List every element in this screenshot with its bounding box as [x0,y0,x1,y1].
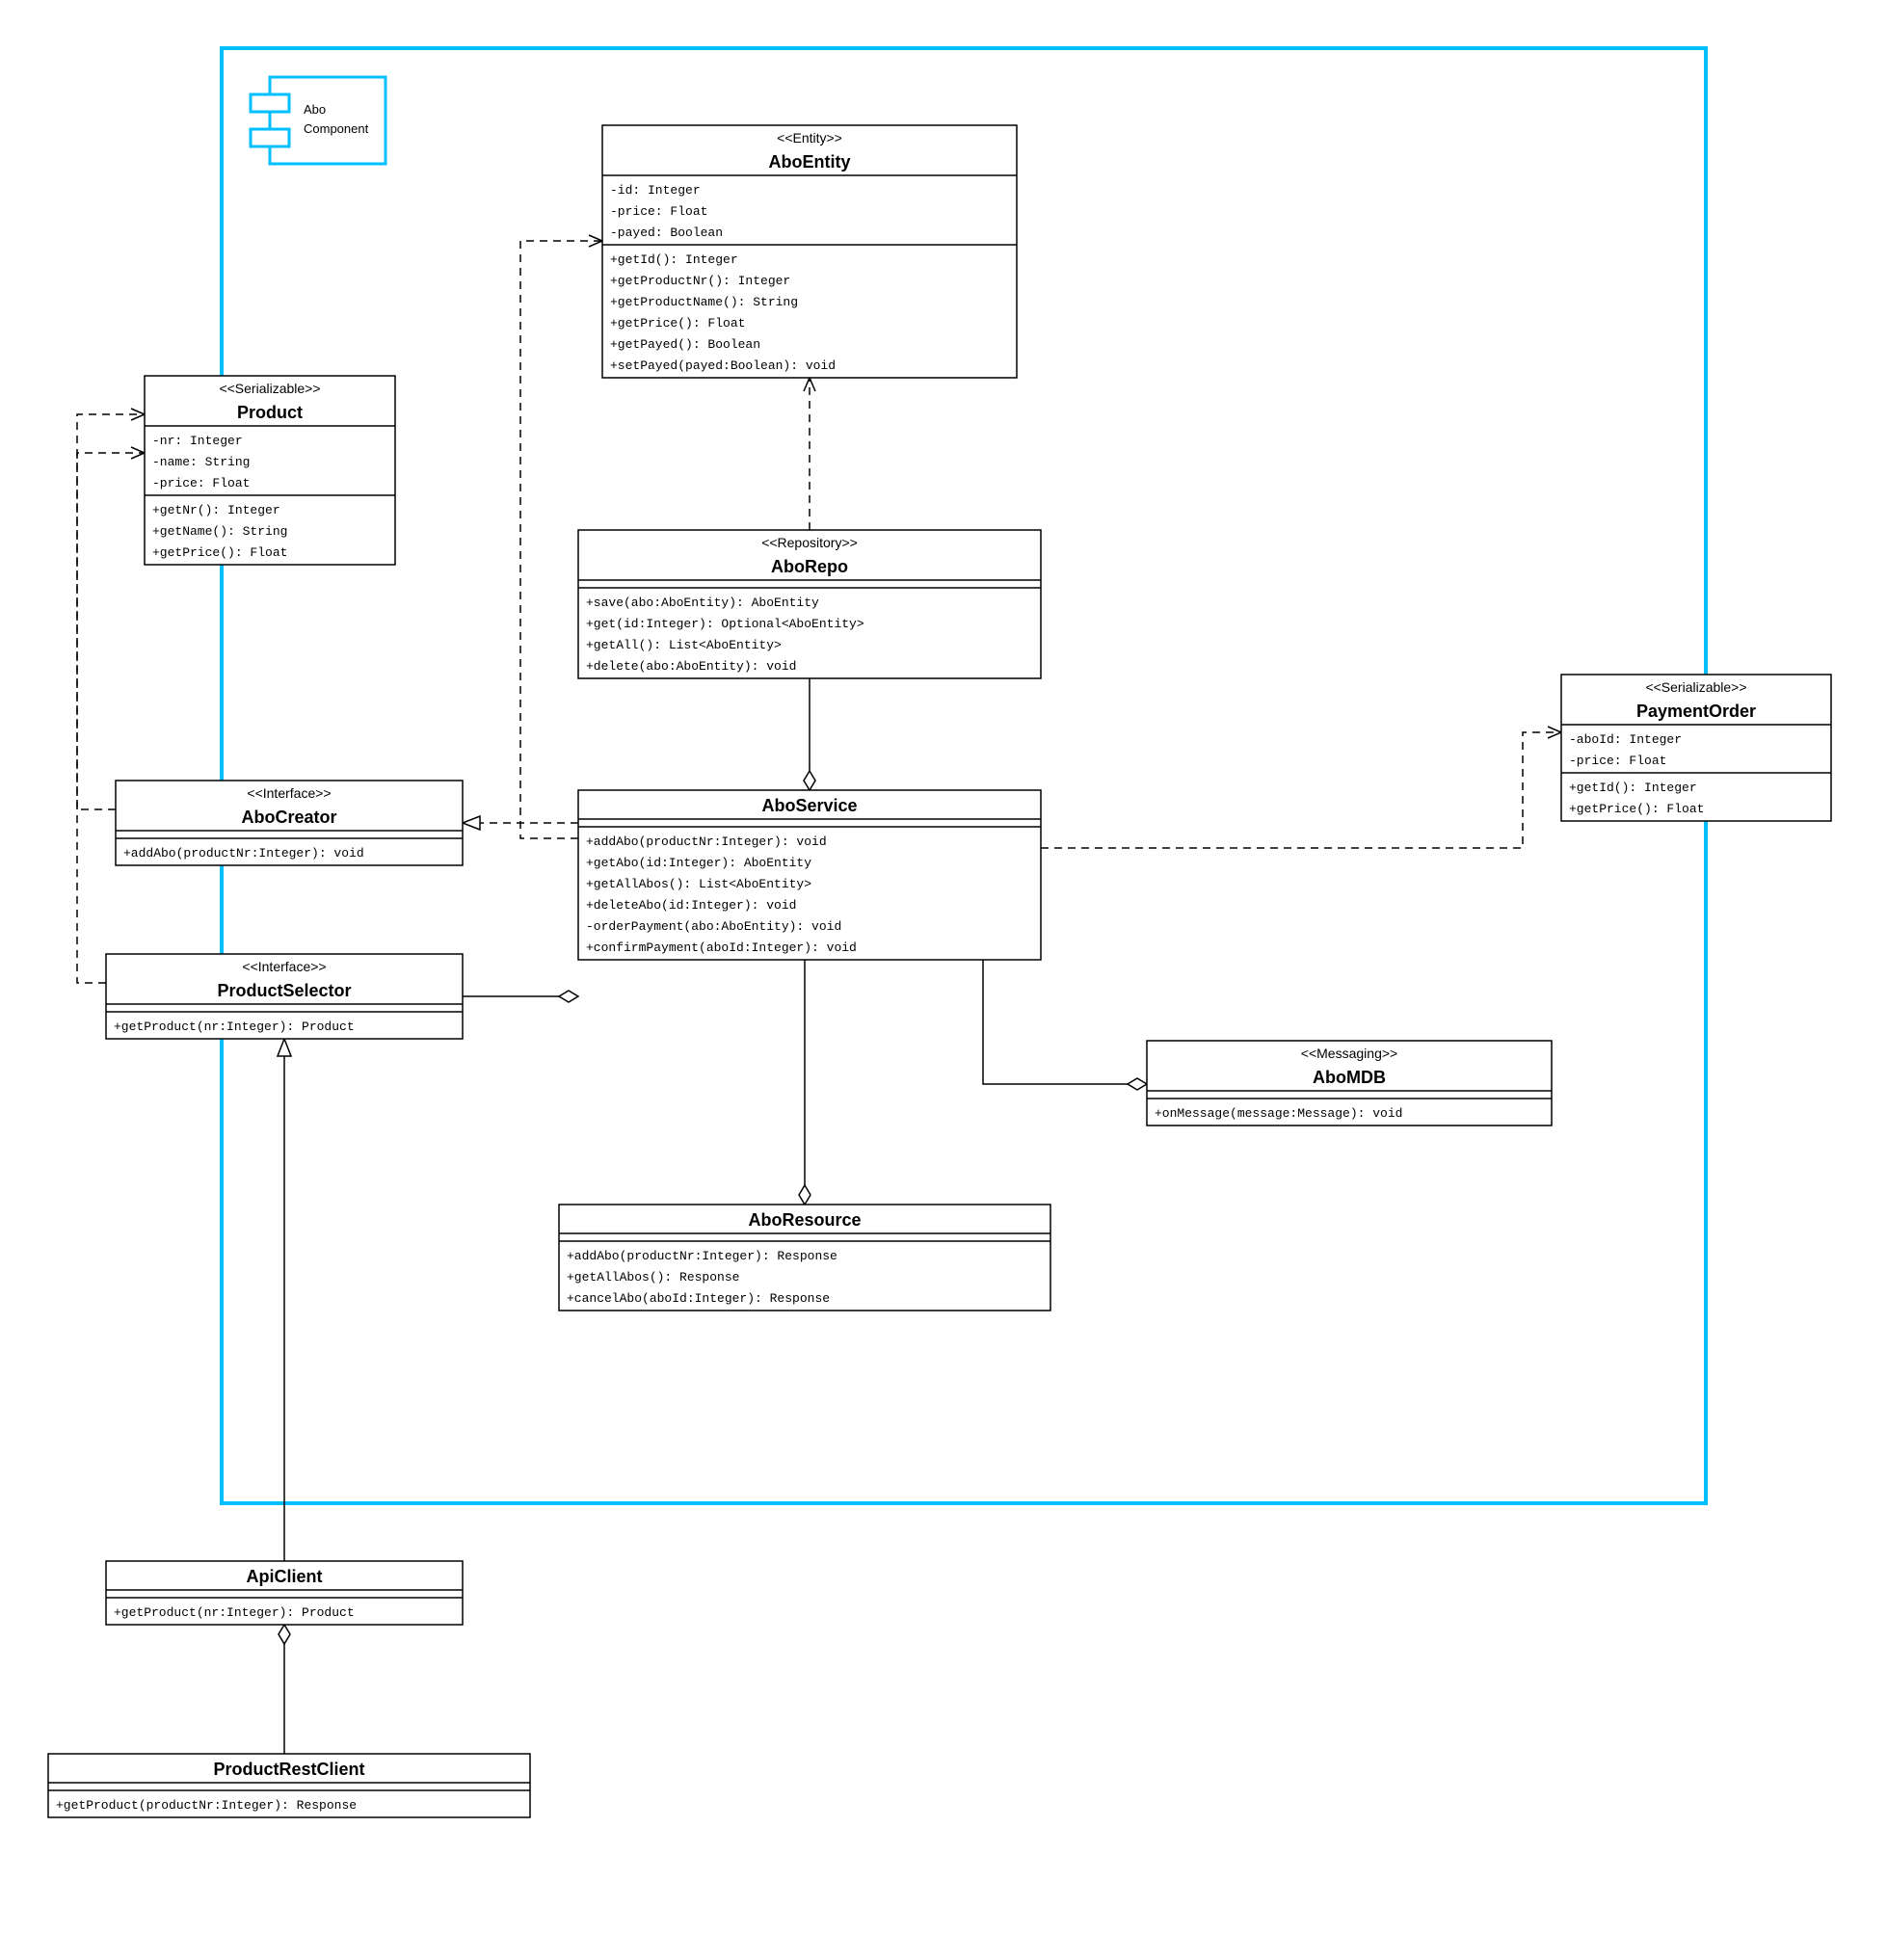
method: +getProductNr(): Integer [610,274,790,288]
method: +getPrice(): Float [610,316,745,331]
class-AboMDB: <<Messaging>> AboMDB +onMessage(message:Me… [1147,1041,1552,1126]
class-PaymentOrder: <<Serializable>> PaymentOrder -aboId: Inte… [1561,675,1831,821]
edge-abocreator-product [77,414,145,809]
method: +addAbo(productNr:Integer): Response [567,1249,837,1263]
uml-diagram: Abo Component <<Serializable>> Product -nr… [19,19,1887,1941]
class-ProductSelector: <<Interface>> ProductSelector +getProduct(… [106,954,463,1039]
method: +getId(): Integer [1569,781,1697,795]
method: +delete(abo:AboEntity): void [586,659,796,674]
class-AboResource: AboResource +addAbo(productNr:Integer): R… [559,1205,1050,1311]
attribute: -payed: Boolean [610,225,723,240]
attribute: -price: Float [152,476,250,490]
method: -orderPayment(abo:AboEntity): void [586,919,841,934]
method: +getProduct(nr:Integer): Product [114,1020,355,1034]
attribute: -nr: Integer [152,434,243,448]
method: +getProduct(productNr:Integer): Response [56,1798,357,1813]
class-AboEntity: <<Entity>> AboEntity -id: Integer -price: F… [602,125,1017,378]
attribute: -price: Float [610,204,707,219]
method: +getPrice(): Float [1569,802,1704,816]
method: +onMessage(message:Message): void [1155,1106,1402,1121]
class-name: AboMDB [1313,1068,1386,1087]
method: +cancelAbo(aboId:Integer): Response [567,1291,830,1306]
class-Product: <<Serializable>> Product -nr: Integer -name… [145,376,395,565]
method: +getProductName(): String [610,295,798,309]
method: +getNr(): Integer [152,503,280,517]
class-ProductRestClient: ProductRestClient +getProduct(productNr:I… [48,1754,530,1817]
component-label-line1: Abo [304,102,326,117]
method: +save(abo:AboEntity): AboEntity [586,596,819,610]
method: +getId(): Integer [610,252,738,267]
method: +getProduct(nr:Integer): Product [114,1605,355,1620]
edge-aboservice-paymentorder [1041,732,1561,848]
class-name: ProductSelector [217,981,351,1000]
class-name: AboEntity [769,152,851,172]
method: +getAllAbos(): Response [567,1270,739,1285]
method: +getPayed(): Boolean [610,337,760,352]
class-AboRepo: <<Repository>> AboRepo +save(abo:AboEntity… [578,530,1041,678]
class-name: PaymentOrder [1636,702,1756,721]
component-icon: Abo Component [251,77,385,164]
stereotype: <<Interface>> [247,785,331,801]
method: +confirmPayment(aboId:Integer): void [586,940,857,955]
class-name: AboResource [748,1210,861,1230]
stereotype: <<Serializable>> [1645,679,1746,695]
method: +get(id:Integer): Optional<AboEntity> [586,617,864,631]
stereotype: <<Serializable>> [219,381,320,396]
method: +getAbo(id:Integer): AboEntity [586,856,811,870]
class-ApiClient: ApiClient +getProduct(nr:Integer): Produc… [106,1561,463,1625]
class-name: AboCreator [241,808,336,827]
stereotype: <<Entity>> [777,130,842,146]
method: +getPrice(): Float [152,545,287,560]
stereotype: <<Interface>> [242,959,326,974]
edge-productselector-product [77,453,145,983]
edge-abomdb-aboservice [983,960,1147,1084]
attribute: -aboId: Integer [1569,732,1682,747]
method: +getAllAbos(): List<AboEntity> [586,877,811,891]
method: +getName(): String [152,524,287,539]
class-name: AboService [761,796,857,815]
attribute: -id: Integer [610,183,701,198]
class-AboCreator: <<Interface>> AboCreator +addAbo(productNr… [116,781,463,865]
class-name: ProductRestClient [213,1760,364,1779]
method: +getAll(): List<AboEntity> [586,638,782,652]
attribute: -price: Float [1569,754,1666,768]
component-label-line2: Component [304,121,369,136]
method: +setPayed(payed:Boolean): void [610,358,836,373]
method: +addAbo(productNr:Integer): void [586,834,827,849]
class-AboService: AboService +addAbo(productNr:Integer): vo… [578,790,1041,960]
stereotype: <<Messaging>> [1301,1046,1397,1061]
method: +addAbo(productNr:Integer): void [123,846,364,861]
attribute: -name: String [152,455,250,469]
class-name: ApiClient [247,1567,323,1586]
method: +deleteAbo(id:Integer): void [586,898,796,913]
class-name: AboRepo [771,557,848,576]
class-name: Product [237,403,303,422]
stereotype: <<Repository>> [761,535,858,550]
